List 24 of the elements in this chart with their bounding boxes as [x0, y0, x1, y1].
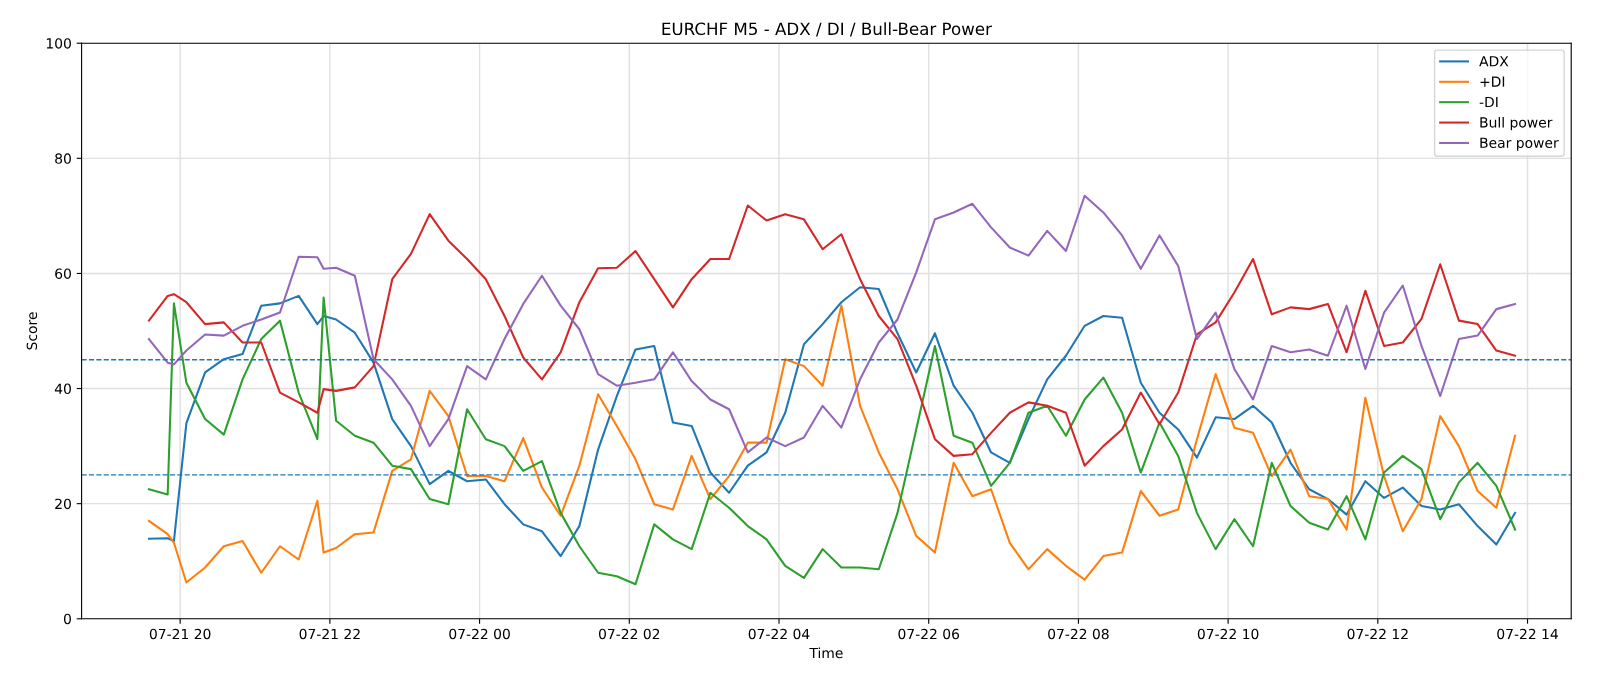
y-tick-label: 100 [46, 38, 71, 49]
legend-label: ADX [1479, 56, 1509, 67]
x-tick-label: 07-22 08 [1048, 628, 1109, 640]
x-tick-label: 07-22 00 [449, 628, 510, 640]
x-axis-title: Time [809, 647, 843, 659]
x-tick-label: 07-22 04 [748, 628, 810, 640]
x-tick-label: 07-21 22 [299, 628, 360, 640]
y-tick-label: 40 [54, 383, 71, 395]
legend-label: Bear power [1480, 137, 1559, 151]
x-tick-label: 07-22 02 [598, 628, 660, 640]
legend-label: Bull power [1480, 116, 1553, 131]
x-tick-label: 07-22 10 [1197, 628, 1259, 640]
y-axis-title: Score [26, 312, 38, 350]
y-tick-label: 0 [63, 613, 71, 625]
legend-label: -DI [1479, 96, 1498, 108]
y-tick-label: 80 [55, 153, 71, 164]
chart-title: EURCHF M5 - ADX / DI / Bull-Bear Power [662, 22, 992, 37]
x-tick-label: 07-22 06 [898, 628, 960, 640]
x-tick-label: 07-21 20 [149, 628, 211, 640]
legend-label: +DI [1480, 76, 1505, 87]
x-tick-label: 07-22 12 [1347, 628, 1408, 640]
y-tick-label: 20 [55, 498, 71, 510]
y-tick-label: 60 [55, 268, 71, 279]
x-tick-label: 07-22 14 [1497, 628, 1558, 640]
